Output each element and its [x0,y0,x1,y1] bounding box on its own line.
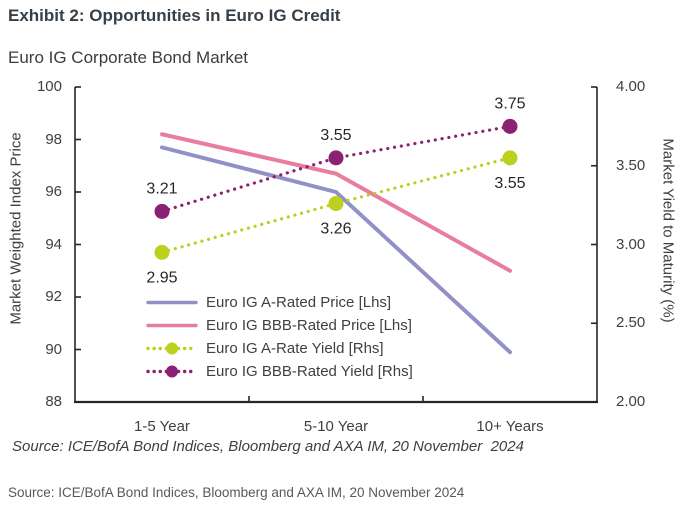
footer-source: Source: ICE/BofA Bond Indices, Bloomberg… [8,485,465,500]
legend-item-label: Euro IG BBB-Rated Yield [Rhs] [206,363,413,380]
legend: Euro IG A-Rated Price [Lhs] Euro IG BBB-R… [146,291,413,383]
data-point-label: 2.95 [146,269,177,286]
data-point-euro-ig-bbb-rated-yield-rhs [502,118,518,134]
series-line-euro-ig-bbb-rated-yield-rhs [160,124,512,214]
data-point-label: 3.75 [494,95,525,112]
legend-item-euro-ig-a-rate-yield-rhs: Euro IG A-Rate Yield [Rhs] [146,337,413,360]
data-point-label: 3.21 [146,180,177,197]
legend-swatch-icon [146,323,198,328]
data-point-label: 3.55 [494,175,525,192]
left-axis-tick-label: 88 [45,393,62,410]
chart-title: Euro IG Corporate Bond Market [8,48,249,67]
data-point-label: 3.55 [320,127,351,144]
legend-swatch-icon [146,365,198,378]
plot: 2.95 3.26 3.55 3.21 3.55 3.75 [74,86,598,404]
right-axis-tick-label: 3.00 [616,235,646,253]
x-axis-category-label: 10+ Years [476,418,544,435]
right-axis-tick-label: 2.00 [616,393,646,410]
legend-item-euro-ig-bbb-rated-yield-rhs: Euro IG BBB-Rated Yield [Rhs] [146,360,413,383]
legend-swatch-icon [146,342,198,355]
left-axis-tick-label: 92 [45,288,62,305]
x-axis-category-label: 1-5 Year [134,418,190,435]
x-axis-category-label: 5-10 Year [303,418,369,435]
data-point-euro-ig-a-rate-yield-rhs [328,196,344,212]
legend-item-euro-ig-a-rated-price-lhs: Euro IG A-Rated Price [Lhs] [146,291,413,314]
legend-item-label: Euro IG BBB-Rated Price [Lhs] [206,317,412,334]
data-point-euro-ig-bbb-rated-yield-rhs [154,203,170,219]
series-line-euro-ig-bbb-rated-price-lhs [160,132,512,273]
chart-source-note: Source: ICE/BofA Bond Indices, Bloomberg… [12,438,524,455]
legend-item-label: Euro IG A-Rate Yield [Rhs] [206,340,384,357]
exhibit-title: Exhibit 2: Opportunities in Euro IG Cred… [8,6,341,25]
left-axis-tick-label: 100 [36,78,62,95]
left-axis-tick-label: 94 [45,235,62,253]
legend-swatch-icon [146,300,198,305]
right-axis-tick-label: 3.50 [616,156,646,174]
legend-item-euro-ig-bbb-rated-price-lhs: Euro IG BBB-Rated Price [Lhs] [146,314,413,337]
left-axis-tick-label: 90 [45,340,62,358]
right-axis-tick-label: 4.00 [616,78,646,95]
left-axis-tick-label: 96 [45,183,62,200]
data-point-label: 3.26 [320,221,351,238]
right-axis-tick-label: 2.50 [616,314,646,332]
series-line-euro-ig-a-rated-price-lhs [160,145,512,355]
left-axis-tick-label: 98 [45,130,62,148]
data-point-euro-ig-a-rate-yield-rhs [502,150,518,166]
data-point-euro-ig-a-rate-yield-rhs [154,244,170,260]
data-point-euro-ig-bbb-rated-yield-rhs [328,150,344,166]
legend-item-label: Euro IG A-Rated Price [Lhs] [206,294,392,311]
